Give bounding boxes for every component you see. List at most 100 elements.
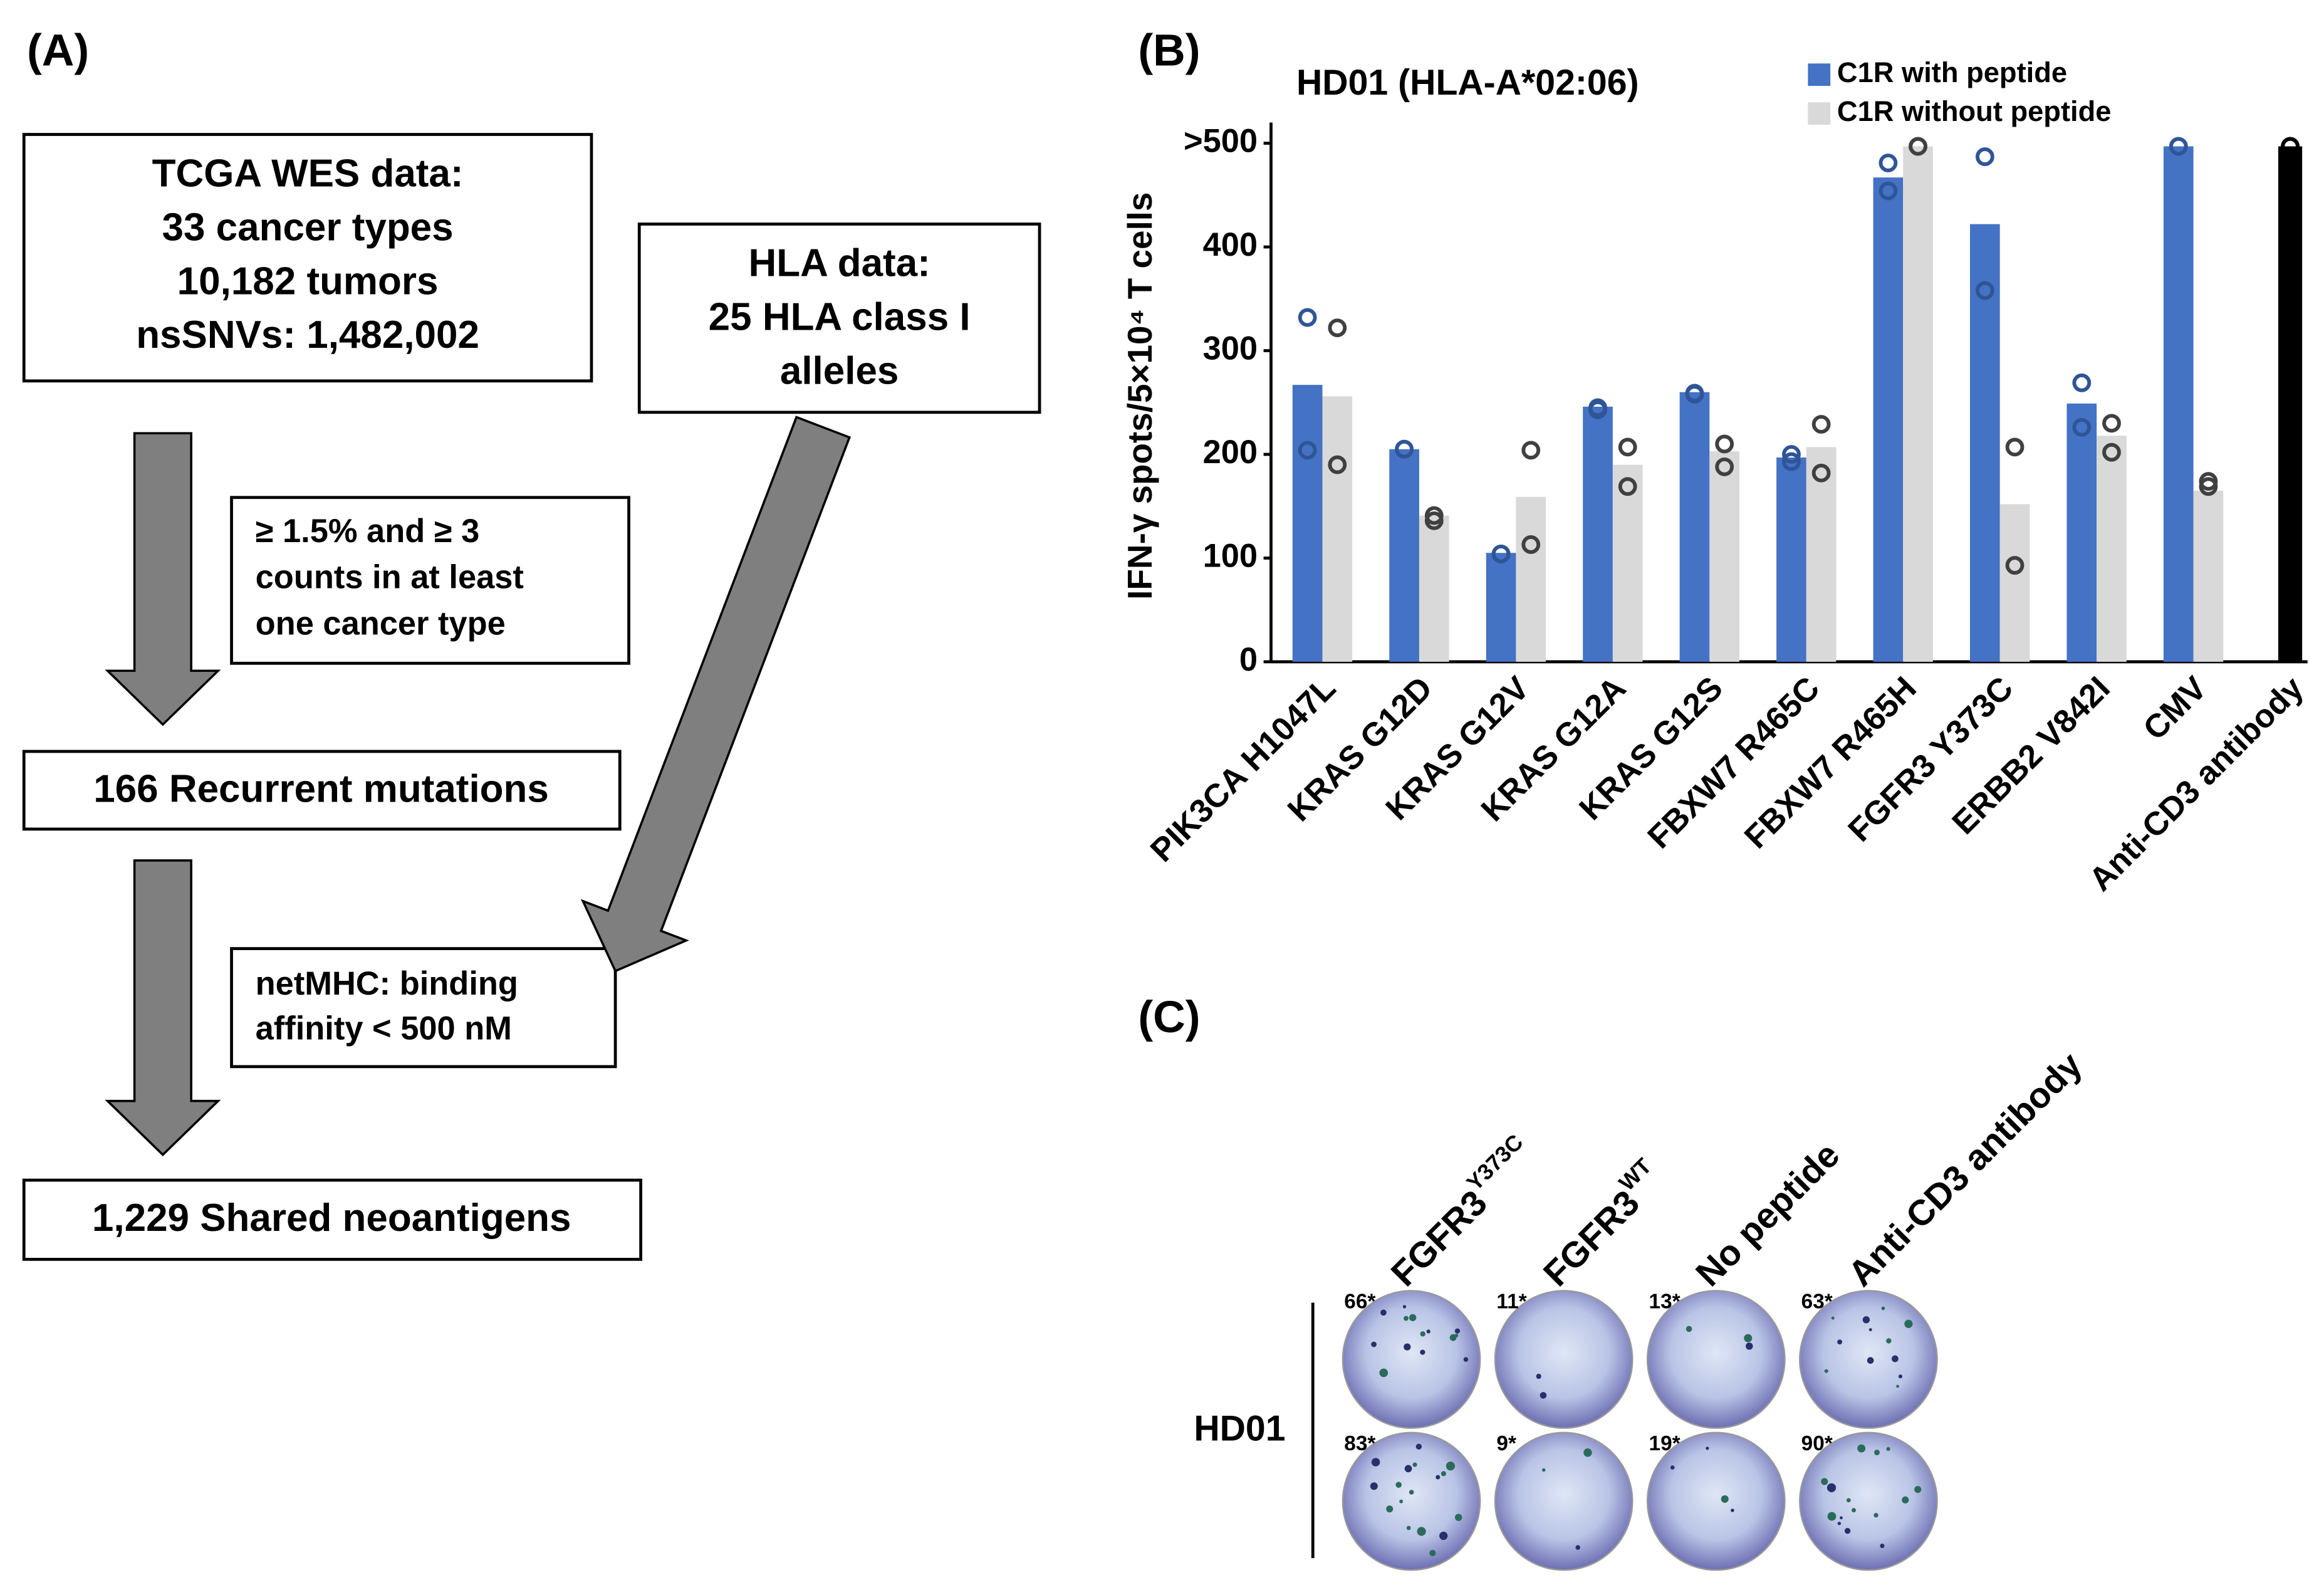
spot	[1399, 1499, 1404, 1504]
replicate-point	[2102, 414, 2121, 433]
bar	[2163, 146, 2194, 662]
flow-arrow	[580, 416, 852, 973]
spot	[1371, 1341, 1377, 1347]
recurrent-box	[22, 750, 622, 831]
replicate-point	[1521, 535, 1541, 554]
y-axis-label: IFN-γ spots/5×10⁴ T cells	[1120, 192, 1159, 600]
bar	[1612, 464, 1643, 662]
replicate-point	[1491, 544, 1511, 563]
chart-title: HD01 (HLA-A*02:06)	[1296, 63, 1639, 103]
spot	[1886, 1446, 1890, 1452]
replicate-point	[2199, 477, 2218, 496]
spot	[1446, 1462, 1456, 1471]
spot	[1867, 1357, 1874, 1364]
bar	[1486, 553, 1516, 662]
box-text: one cancer type	[256, 606, 506, 642]
box-text: 10,182 tumors	[177, 259, 439, 303]
x-tick-label: PIK3CA H1047L	[1144, 670, 1343, 869]
spot	[1575, 1545, 1580, 1550]
replicate-point	[1782, 445, 1801, 464]
replicate-point	[1715, 434, 1734, 454]
replicate-point	[1298, 308, 1317, 327]
row-label: HD01	[1194, 1409, 1285, 1449]
spot	[1873, 1513, 1878, 1518]
replicate-point	[1521, 441, 1541, 460]
box-text: 1,229 Shared neoantigens	[92, 1196, 571, 1240]
x-tick-label: FBXW7 R465H	[1738, 670, 1923, 855]
box-text: 25 HLA class I	[709, 295, 971, 338]
spot	[1731, 1509, 1734, 1512]
spot	[1455, 1514, 1462, 1521]
bar	[1999, 504, 2030, 662]
spot	[1881, 1306, 1885, 1310]
spot	[1837, 1522, 1842, 1525]
spot-count: 19*	[1649, 1432, 1680, 1455]
spot	[1404, 1343, 1411, 1351]
replicate-point	[2102, 442, 2121, 462]
spot	[1583, 1448, 1592, 1457]
replicate-point	[1588, 400, 1607, 419]
spot-count: 63*	[1801, 1290, 1833, 1313]
replicate-point	[2005, 437, 2024, 457]
spot	[1371, 1458, 1380, 1467]
replicate-point	[1715, 457, 1734, 476]
hla-box	[637, 222, 1041, 414]
spot	[1821, 1478, 1828, 1485]
spot-count: 66*	[1344, 1290, 1375, 1313]
spot	[1536, 1373, 1541, 1379]
spot	[1402, 1305, 1407, 1309]
spot-count: 83*	[1344, 1432, 1375, 1455]
spot	[1744, 1334, 1753, 1342]
y-tick-label: 400	[1203, 227, 1258, 263]
box-text: 33 cancer types	[162, 206, 454, 249]
bar	[1322, 396, 1353, 662]
column-label: FGFR3WT	[1531, 1153, 1672, 1294]
spot-count: 9*	[1496, 1432, 1516, 1455]
spot	[1721, 1495, 1729, 1503]
spot	[1449, 1334, 1457, 1341]
spot	[1420, 1331, 1425, 1337]
spot	[1441, 1471, 1446, 1477]
spot	[1409, 1314, 1417, 1322]
neoantigen-box	[22, 1178, 643, 1261]
spot	[1439, 1531, 1448, 1541]
replicate-point	[1909, 137, 1927, 156]
spot	[1857, 1444, 1866, 1453]
spot	[1831, 1316, 1835, 1320]
spot	[1436, 1475, 1441, 1480]
spot	[1395, 1482, 1402, 1488]
bar	[2193, 490, 2224, 662]
column-label-text: FGFR3	[1383, 1183, 1495, 1294]
panel-label: (A)	[27, 26, 89, 76]
bar	[1583, 406, 1613, 662]
y-tick-label: 300	[1203, 330, 1258, 367]
criteria-box	[230, 496, 630, 665]
spot	[1380, 1309, 1387, 1316]
x-tick-label: FGFR3 Y373C	[1842, 670, 2020, 849]
spot	[1886, 1338, 1892, 1344]
spot	[1420, 1349, 1425, 1355]
panel-label: (C)	[1138, 992, 1200, 1042]
panel-label: (B)	[1138, 26, 1200, 76]
column-label-sup: Y373C	[1462, 1129, 1528, 1196]
replicate-point	[2005, 556, 2024, 575]
spot	[1415, 1443, 1422, 1450]
spot	[1852, 1508, 1857, 1513]
bar	[2066, 403, 2097, 662]
bar	[2278, 146, 2303, 662]
spot	[1840, 1516, 1843, 1520]
spot	[1706, 1446, 1709, 1450]
box-text: TCGA WES data:	[152, 152, 464, 196]
replicate-point	[2169, 137, 2188, 156]
x-tick-label: FBXW7 R465C	[1641, 670, 1826, 855]
replicate-point	[1395, 439, 1414, 459]
bar	[1709, 451, 1739, 662]
bar	[1389, 449, 1419, 662]
spot	[1896, 1384, 1899, 1388]
well	[1494, 1431, 1634, 1571]
replicate-point	[2072, 418, 2092, 437]
spot	[1846, 1498, 1851, 1503]
legend-swatch	[1808, 63, 1831, 86]
spot	[1904, 1319, 1913, 1328]
